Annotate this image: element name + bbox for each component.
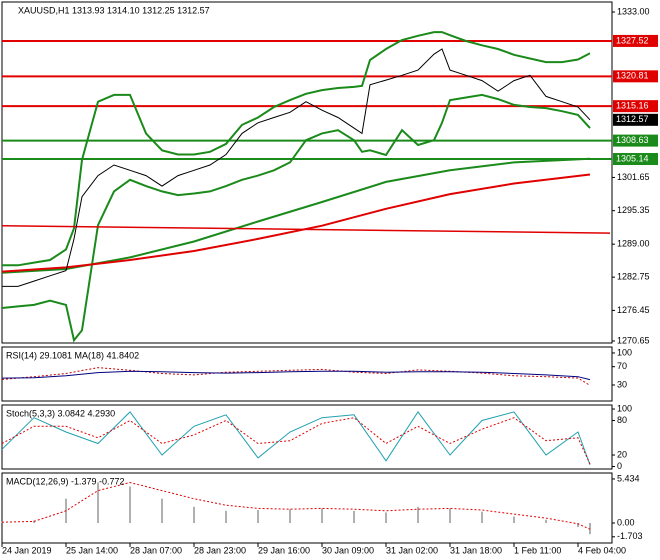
x-tick-label: 31 Jan 02:00 — [386, 545, 438, 555]
histogram-bar — [321, 508, 323, 523]
histogram-bar — [385, 512, 387, 523]
histogram-bar — [417, 506, 419, 523]
x-tick-label: 4 Feb 04:00 — [578, 545, 626, 555]
histogram-bar — [129, 486, 131, 523]
price-tag — [613, 113, 658, 126]
y-tick-label: 1276.45 — [617, 305, 650, 315]
y-tick-label: 1270.65 — [617, 335, 650, 345]
histogram-bar — [161, 498, 163, 523]
histogram-bar — [481, 511, 483, 523]
series-line — [1, 370, 591, 381]
y-tick-label: 80 — [617, 415, 627, 425]
histogram-bar — [589, 522, 591, 535]
x-tick-label: 1 Feb 11:00 — [514, 545, 561, 555]
histogram-bar — [225, 510, 227, 523]
histogram-bar — [545, 519, 547, 523]
panel-title: MACD(12,26,9) -1.379 -0.772 — [6, 476, 125, 486]
x-tick-label: 28 Jan 23:00 — [194, 545, 246, 555]
y-tick-label: 5.434 — [617, 473, 640, 483]
histogram-bar — [353, 510, 355, 523]
y-tick-label: -1.703 — [617, 531, 643, 541]
price-tag-label: 1305.14 — [616, 153, 649, 163]
y-tick-label: 0 — [617, 461, 622, 471]
price-tag — [613, 70, 658, 83]
y-tick-label: 70 — [617, 361, 627, 371]
panel-frame — [1, 404, 613, 470]
x-tick-label: 30 Jan 09:00 — [322, 545, 374, 555]
series-line — [1, 367, 591, 386]
y-tick-label: 1333.00 — [617, 6, 650, 16]
price-tag-label: 1315.16 — [616, 101, 649, 111]
price-tag-label: 1308.63 — [616, 135, 649, 145]
price-tag — [613, 134, 658, 147]
x-tick-label: 29 Jan 16:00 — [258, 545, 310, 555]
histogram-bar — [577, 522, 579, 528]
histogram-bar — [289, 509, 291, 523]
price-tag-label: 1312.57 — [616, 114, 649, 124]
y-tick-label: 30 — [617, 379, 627, 389]
series-line — [1, 157, 591, 274]
histogram-bar — [97, 482, 99, 523]
y-tick-label: 1282.75 — [617, 272, 650, 282]
histogram-bar — [449, 508, 451, 523]
series-line — [1, 417, 591, 465]
panel-title: Stoch(5,3,3) 3.0842 4.2930 — [6, 408, 115, 418]
series-line — [1, 481, 591, 530]
histogram-bar — [257, 510, 259, 523]
y-tick-label: 20 — [617, 449, 627, 459]
price-tag — [613, 100, 658, 113]
price-tag-label: 1320.81 — [616, 71, 649, 81]
price-tag — [613, 153, 658, 166]
x-tick-label: 31 Jan 18:00 — [450, 545, 502, 555]
y-tick-label: 1295.35 — [617, 205, 650, 215]
price-tag — [613, 34, 658, 47]
series-line — [1, 411, 591, 465]
price-tag-label: 1327.52 — [616, 35, 649, 45]
series-line — [1, 93, 591, 343]
y-tick-label: 1301.65 — [617, 172, 650, 182]
panel-frame — [1, 346, 613, 402]
panel-frame — [1, 1, 613, 344]
x-tick-label: 25 Jan 14:00 — [66, 545, 118, 555]
panel-title: RSI(14) 29.1081 MA(18) 41.8402 — [6, 350, 139, 360]
x-tick-label: 28 Jan 07:00 — [130, 545, 182, 555]
panel-frame — [1, 472, 613, 544]
panel-title: XAUUSD,H1 1313.93 1314.10 1312.25 1312.5… — [18, 5, 210, 15]
series-line — [1, 173, 591, 273]
y-tick-label: 100 — [617, 403, 632, 413]
series-line — [1, 224, 611, 234]
x-tick-label: 24 Jan 2019 — [2, 545, 52, 555]
y-tick-label: 100 — [617, 347, 632, 357]
series-line — [2, 48, 591, 287]
series-line — [2, 31, 591, 267]
y-tick-label: 1289.00 — [617, 239, 650, 249]
histogram-bar — [513, 516, 515, 523]
histogram-bar — [193, 506, 195, 523]
y-tick-label: 0.00 — [617, 517, 635, 527]
